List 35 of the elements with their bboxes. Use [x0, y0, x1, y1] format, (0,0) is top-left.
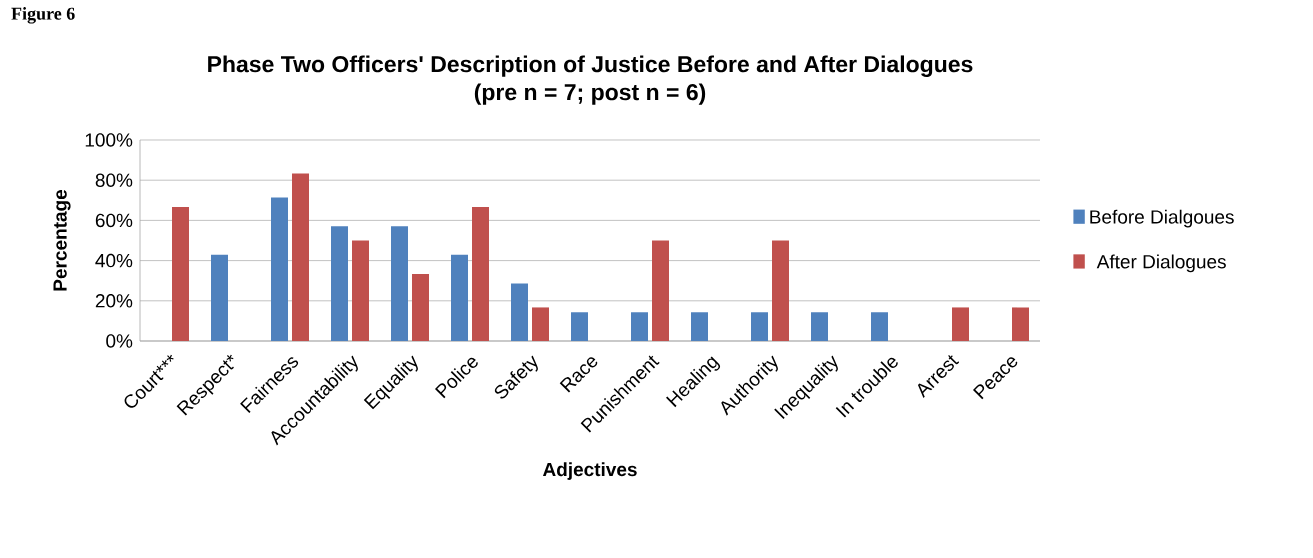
y-tick-label: 80% — [95, 173, 133, 187]
y-tick-label: 60% — [95, 213, 133, 228]
bar — [811, 312, 828, 341]
bar — [211, 254, 228, 341]
caption: Figure 6 — [11, 7, 75, 24]
bar — [292, 173, 309, 341]
bar — [172, 206, 189, 341]
bar — [631, 312, 648, 341]
bar — [391, 226, 408, 341]
bar — [511, 283, 528, 341]
bar — [871, 312, 888, 341]
bar — [1012, 307, 1029, 341]
bar — [652, 240, 669, 341]
legend-label: After Dialogues — [1096, 254, 1226, 273]
bar — [472, 206, 490, 341]
y-tick-label: 20% — [95, 294, 133, 308]
bar — [412, 274, 429, 341]
bar — [352, 240, 369, 341]
x-axis-title: Adjectives — [542, 462, 637, 480]
bar — [271, 197, 288, 341]
chart-title: Phase Two Officers' Description of Justice Before and After Dialogues — [208, 55, 973, 77]
bar — [451, 254, 469, 341]
chart-subtitle: (pre n = 7; post n = 6) — [474, 83, 706, 105]
bar — [952, 307, 970, 341]
y-tick-label: 40% — [95, 253, 133, 268]
bar — [331, 226, 348, 341]
bar — [571, 312, 588, 341]
y-axis-title: Percentage — [53, 189, 71, 291]
bar — [751, 312, 769, 341]
bar — [532, 307, 549, 341]
bar — [772, 240, 790, 341]
y-tick-label: 0% — [106, 334, 133, 348]
y-tick-label: 100% — [85, 133, 133, 147]
legend-label: Before Dialgoues — [1090, 209, 1234, 228]
bar — [691, 312, 708, 341]
